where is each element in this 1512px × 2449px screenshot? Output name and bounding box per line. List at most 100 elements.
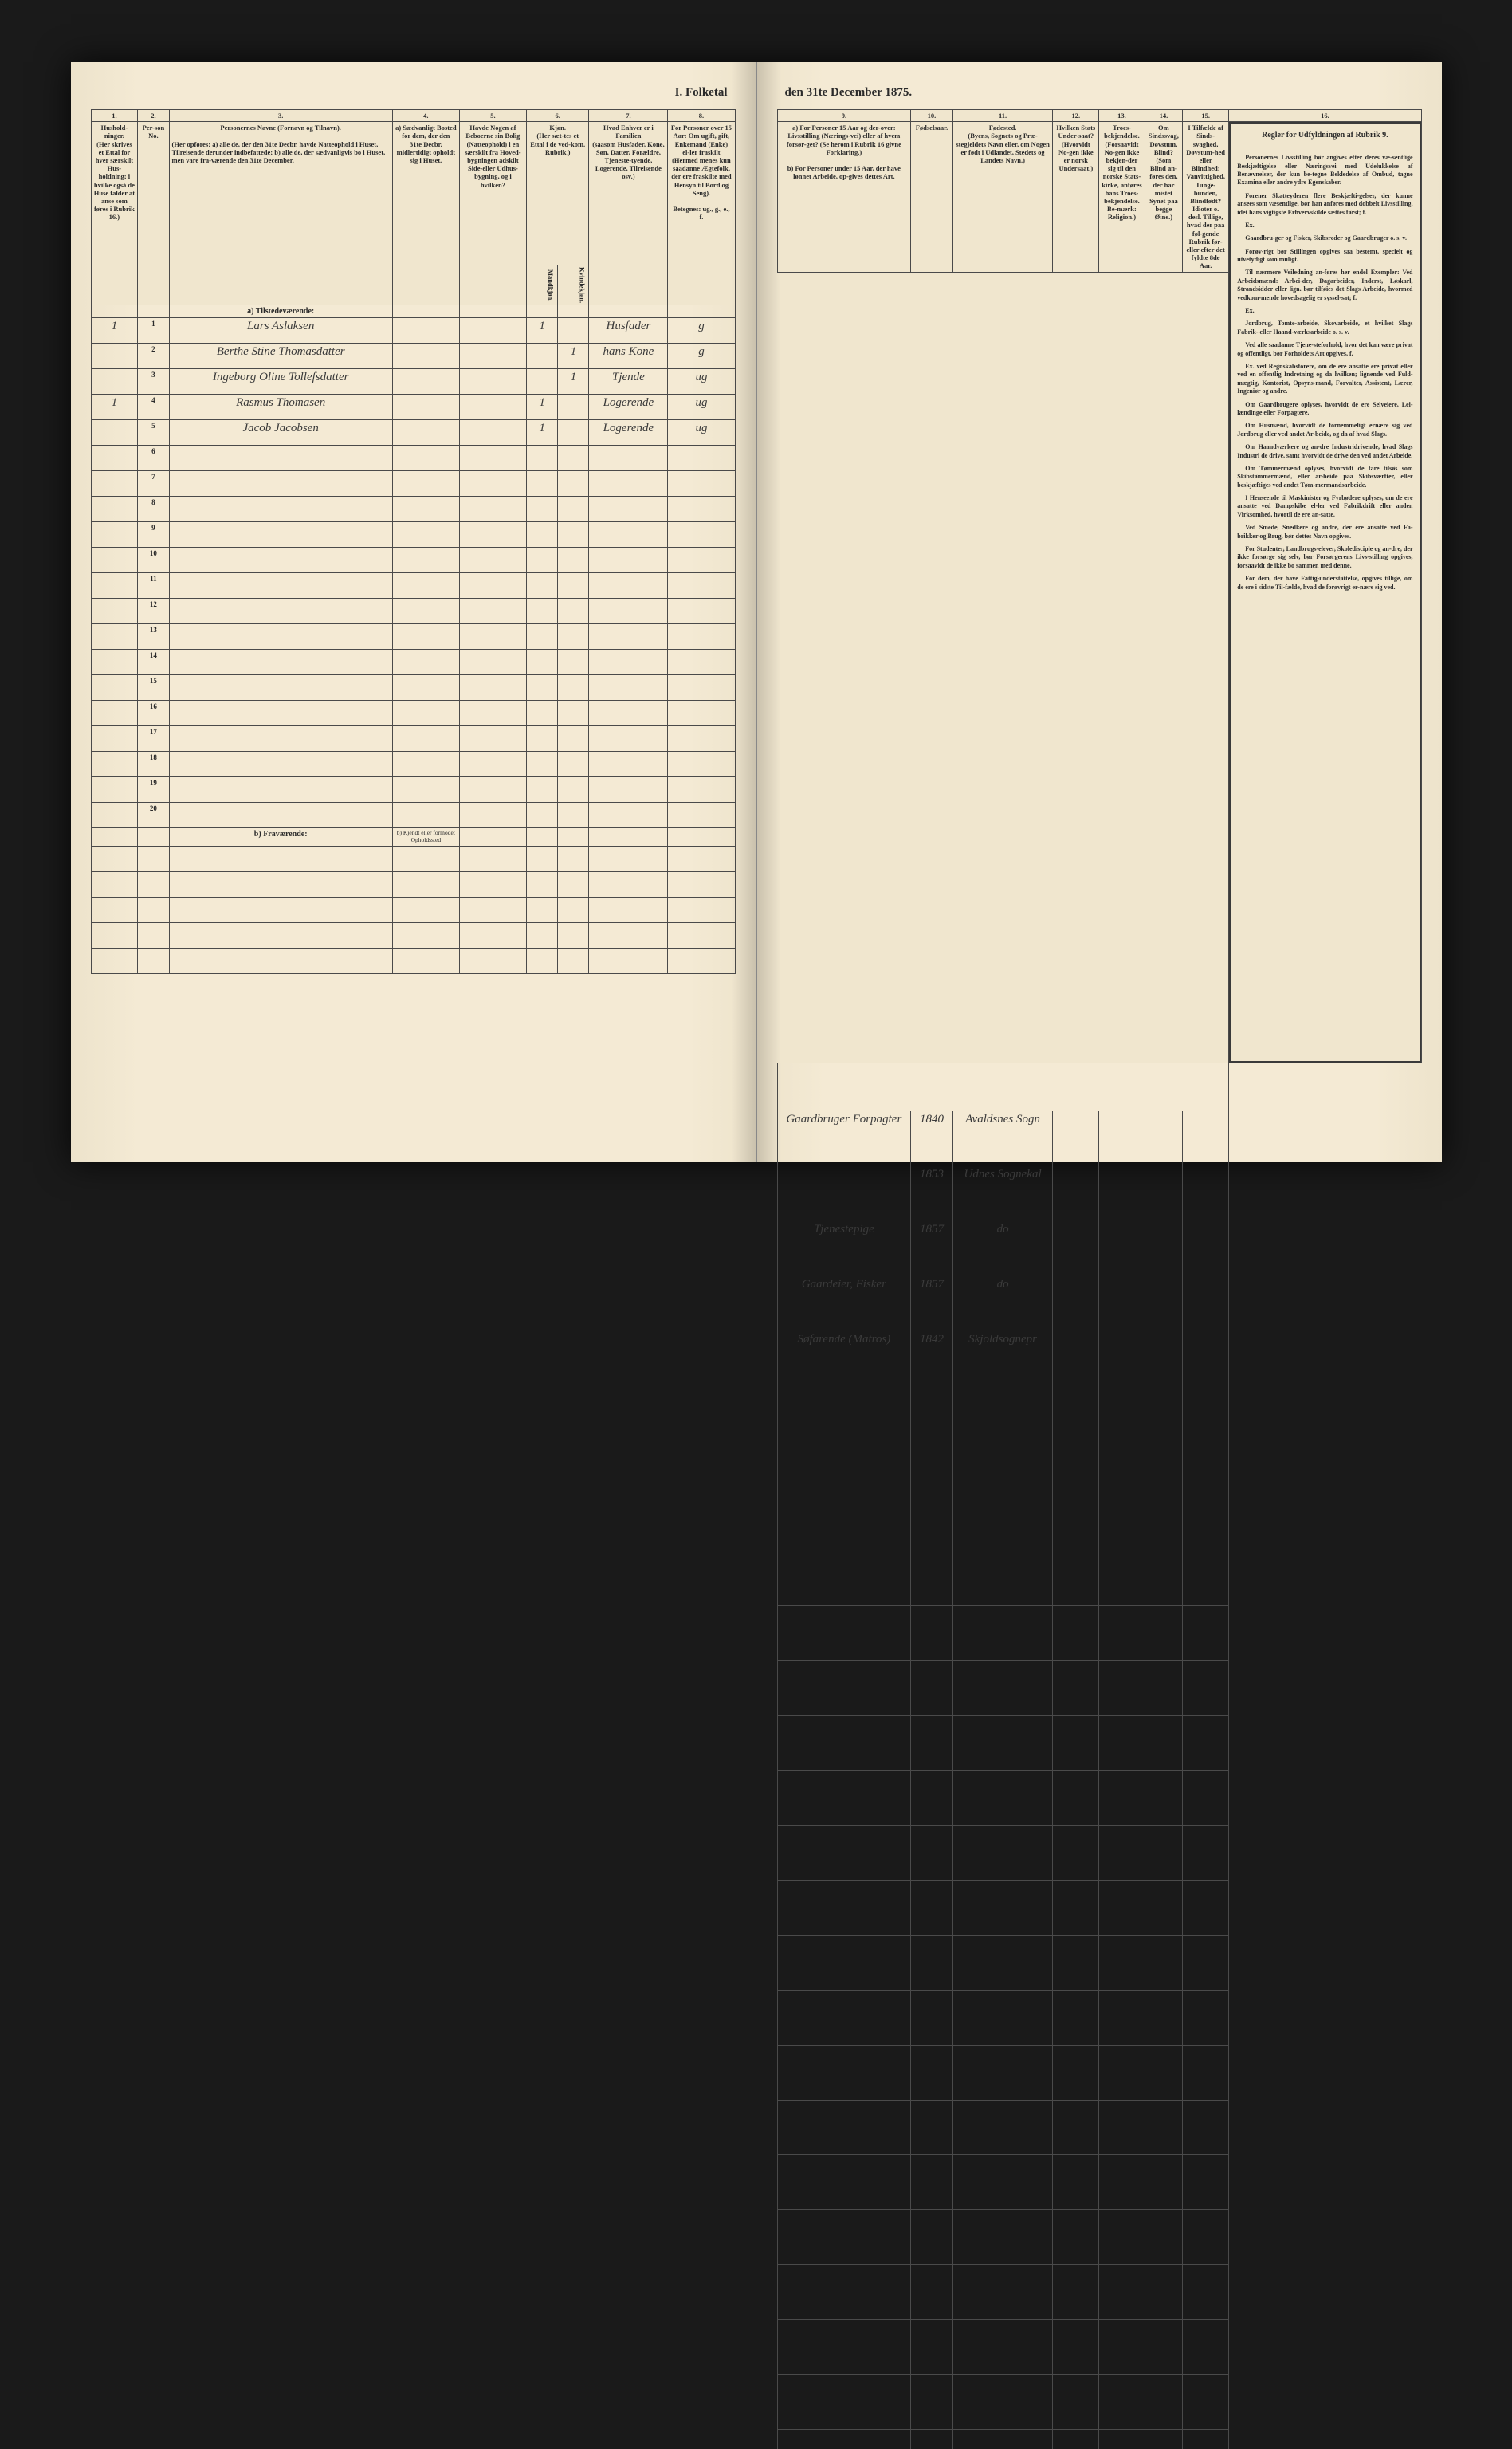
- col-4-header: a) Sædvanligt Bosted for dem, der den 31…: [392, 122, 459, 265]
- census-table-right: 9. 10. 11. 12. 13. 14. 15. 16. a) For Pe…: [777, 109, 1422, 2449]
- rules-paragraph: Jordbrug, Tomte-arbeide, Skovarbeide, et…: [1237, 320, 1412, 336]
- table-body-right: Gaardbruger Forpagter1840Avaldsnes Sogn1…: [777, 1063, 1421, 2449]
- cell-c13: [1099, 1111, 1145, 1166]
- table-row-empty: [91, 846, 735, 871]
- col-7-num: 7.: [589, 110, 668, 122]
- rules-paragraph: For dem, der have Fattig-understøttelse,…: [1237, 575, 1412, 592]
- table-row-empty: [777, 1441, 1421, 1496]
- table-row: 1853Udnes Sognekal: [777, 1166, 1421, 1221]
- table-row-empty: 14: [91, 650, 735, 675]
- section-a-label: a) Tilstedeværende:: [169, 305, 392, 318]
- table-row-empty: [777, 1880, 1421, 1935]
- cell-male: 1: [526, 420, 557, 446]
- table-row-empty: 9: [91, 522, 735, 548]
- table-row-empty: 18: [91, 752, 735, 777]
- right-page: den 31te December 1875. 9. 10. 11. 12. 1…: [757, 62, 1442, 1162]
- table-row-empty: [91, 922, 735, 948]
- rules-paragraph: Forøv-rigt bør Stillingen opgives saa be…: [1237, 248, 1412, 265]
- table-row-empty: 10: [91, 548, 735, 573]
- table-body-left: a) Tilstedeværende: 11Lars Aslaksen1Husf…: [91, 305, 735, 973]
- rules-paragraph: Personernes Livsstilling bør angives eft…: [1237, 154, 1412, 187]
- cell-c12: [1053, 1331, 1099, 1386]
- census-ledger-spread: I. Folketal 1. 2. 3. 4. 5. 6. 7. 8. Hush…: [71, 62, 1442, 1162]
- section-b-label: b) Fraværende:: [169, 828, 392, 846]
- cell-person-no: 1: [138, 318, 169, 344]
- page-title-right: den 31te December 1875.: [777, 86, 1422, 100]
- cell-female: [558, 420, 589, 446]
- cell-female: [558, 395, 589, 420]
- cell-c13: [1099, 1276, 1145, 1331]
- cell-person-no: 5: [138, 420, 169, 446]
- rules-paragraph: Til nærmere Veiledning an-føres her ende…: [1237, 269, 1412, 302]
- rules-paragraph: Om Haandværkere og an-dre Industridriven…: [1237, 443, 1412, 460]
- col-6a: Mandkjøn.: [526, 265, 557, 305]
- table-row: 3Ingeborg Oline Tollefsdatter1Tjendeug: [91, 369, 735, 395]
- rules-paragraph: Om Tømmermænd oplyses, hvorvidt de fare …: [1237, 465, 1412, 489]
- cell-c14: [1145, 1331, 1182, 1386]
- col-11-num: 11.: [952, 110, 1053, 122]
- cell-family: Husfader: [589, 318, 668, 344]
- table-row-empty: [777, 2265, 1421, 2320]
- left-page: I. Folketal 1. 2. 3. 4. 5. 6. 7. 8. Hush…: [71, 62, 757, 1162]
- rules-paragraph: Ved Smede, Snedkere og andre, der ere an…: [1237, 524, 1412, 541]
- cell-c5: [459, 395, 526, 420]
- col-14-num: 14.: [1145, 110, 1182, 122]
- table-row-empty: [777, 1551, 1421, 1606]
- table-row-empty: [777, 1771, 1421, 1826]
- col-13-header: Troes-bekjendelse. (Forsaavidt No-gen ik…: [1099, 122, 1145, 272]
- cell-c4: [392, 395, 459, 420]
- cell-occupation: Gaardbruger Forpagter: [777, 1111, 911, 1166]
- rules-paragraph: Ex.: [1237, 307, 1412, 315]
- spine-shadow-left: [732, 62, 756, 1162]
- cell-c12: [1053, 1276, 1099, 1331]
- cell-female: 1: [558, 369, 589, 395]
- table-row-empty: 11: [91, 573, 735, 599]
- col-3-num: 3.: [169, 110, 392, 122]
- cell-household: 1: [91, 395, 138, 420]
- cell-c14: [1145, 1221, 1182, 1276]
- cell-family: hans Kone: [589, 344, 668, 369]
- table-row-empty: [777, 1826, 1421, 1881]
- cell-male: 1: [526, 318, 557, 344]
- col-2-num: 2.: [138, 110, 169, 122]
- table-row-empty: [777, 1716, 1421, 1771]
- cell-c14: [1145, 1276, 1182, 1331]
- table-row-empty: 12: [91, 599, 735, 624]
- rules-paragraph: I Henseende til Maskinister og Fyrbødere…: [1237, 494, 1412, 519]
- rubrik-9-header: Regler for Udfyldningen af Rubrik 9.: [1237, 130, 1412, 147]
- table-row-empty: [777, 2210, 1421, 2265]
- cell-c15: [1183, 1276, 1229, 1331]
- table-row-empty: [777, 1606, 1421, 1661]
- cell-name: Lars Aslaksen: [169, 318, 392, 344]
- col-12-num: 12.: [1053, 110, 1099, 122]
- cell-c4: [392, 344, 459, 369]
- cell-birthyear: 1842: [911, 1331, 952, 1386]
- rubrik-9-body: Personernes Livsstilling bør angives eft…: [1237, 154, 1412, 592]
- cell-birthplace: Avaldsnes Sogn: [952, 1111, 1053, 1166]
- cell-birthyear: 1857: [911, 1221, 952, 1276]
- col-6-num: 6.: [526, 110, 588, 122]
- cell-household: [91, 344, 138, 369]
- col-16-num: 16.: [1229, 110, 1421, 122]
- cell-c14: [1145, 1111, 1182, 1166]
- table-row-empty: [91, 948, 735, 973]
- cell-c12: [1053, 1166, 1099, 1221]
- cell-family: Tjende: [589, 369, 668, 395]
- rules-paragraph: Om Gaardbrugere oplyses, hvorvidt de ere…: [1237, 401, 1412, 418]
- cell-family: Logerende: [589, 395, 668, 420]
- table-row-empty: [777, 2045, 1421, 2100]
- cell-c5: [459, 420, 526, 446]
- cell-household: [91, 420, 138, 446]
- table-row-empty: [777, 1386, 1421, 1441]
- cell-birthplace: do: [952, 1221, 1053, 1276]
- table-row-empty: 8: [91, 497, 735, 522]
- table-row-empty: 15: [91, 675, 735, 701]
- cell-c14: [1145, 1166, 1182, 1221]
- rubrik-9-rules: Regler for Udfyldningen af Rubrik 9. Per…: [1229, 122, 1420, 1063]
- table-row-empty: 17: [91, 726, 735, 752]
- table-row-empty: [777, 2100, 1421, 2155]
- table-row-empty: 7: [91, 471, 735, 497]
- cell-c4: [392, 420, 459, 446]
- cell-c13: [1099, 1166, 1145, 1221]
- table-row-empty: 19: [91, 777, 735, 803]
